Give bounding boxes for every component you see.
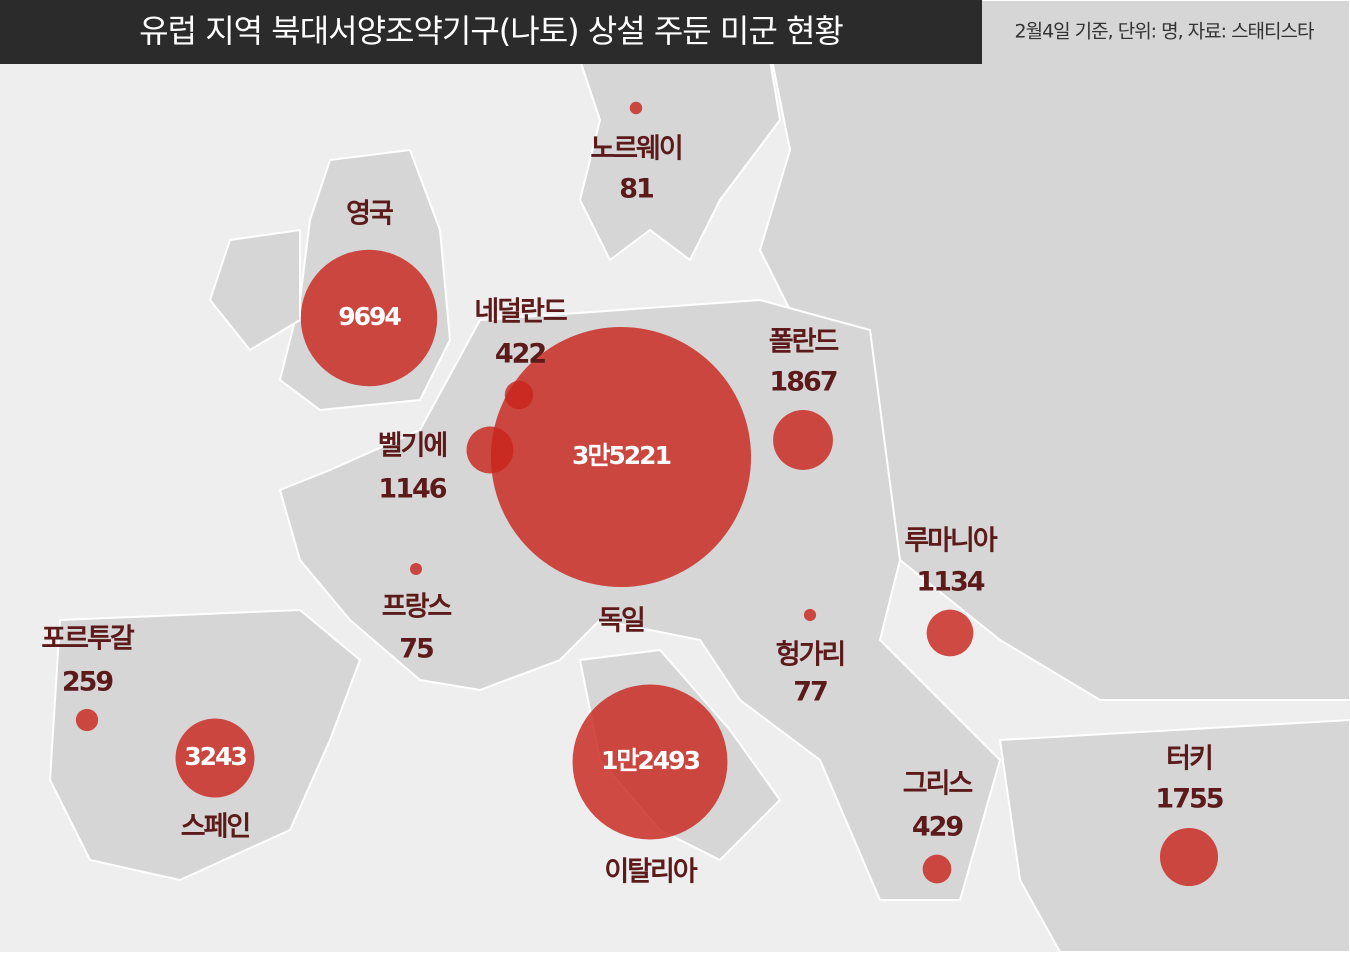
country-name: 스페인 — [181, 812, 250, 843]
value-label: 77 — [793, 677, 827, 708]
country-name: 루마니아 — [904, 526, 998, 557]
country-name: 벨기에 — [378, 431, 447, 462]
value-label: 1867 — [769, 367, 836, 398]
title-bar — [0, 0, 982, 64]
country-name: 영국 — [346, 199, 393, 230]
country-name: 독일 — [598, 606, 644, 637]
title: 유럽 지역 북대서양조약기구(나토) 상설 주둔 미군 현황 — [139, 12, 843, 50]
value-label: 429 — [912, 812, 964, 843]
bubble — [300, 249, 438, 387]
country-name: 그리스 — [903, 769, 973, 800]
country-name: 폴란드 — [769, 327, 839, 358]
bubble — [773, 410, 833, 470]
country-name: 터키 — [1166, 744, 1212, 775]
value-label: 9694 — [338, 302, 401, 331]
value-label: 81 — [619, 174, 653, 205]
country-name: 이탈리아 — [604, 857, 698, 888]
value-label: 3만5221 — [572, 441, 671, 470]
value-label: 3243 — [184, 742, 246, 771]
note: 2월4일 기준, 단위: 명, 자료: 스태티스타 — [1015, 21, 1314, 43]
value-label: 1146 — [378, 474, 446, 505]
bubble — [629, 101, 643, 115]
country-name: 헝가리 — [776, 640, 845, 671]
bubble — [572, 684, 728, 840]
bubble — [926, 609, 974, 657]
value-label: 422 — [495, 339, 546, 370]
country-name: 노르웨이 — [590, 134, 681, 165]
bubble — [803, 608, 817, 622]
value-label: 259 — [62, 667, 114, 698]
bubble — [175, 718, 255, 798]
bubble — [1159, 827, 1219, 887]
value-label: 1755 — [1155, 784, 1222, 815]
bubble — [409, 562, 423, 576]
value-label: 1134 — [916, 567, 984, 598]
bubble — [922, 854, 952, 884]
country-name: 포르투갈 — [41, 624, 135, 655]
value-label: 75 — [399, 634, 433, 665]
bubble — [75, 708, 99, 732]
value-label: 1만2493 — [601, 746, 700, 775]
country-name: 네덜란드 — [474, 297, 567, 328]
country-name: 프랑스 — [382, 592, 452, 623]
bubble — [490, 326, 752, 588]
